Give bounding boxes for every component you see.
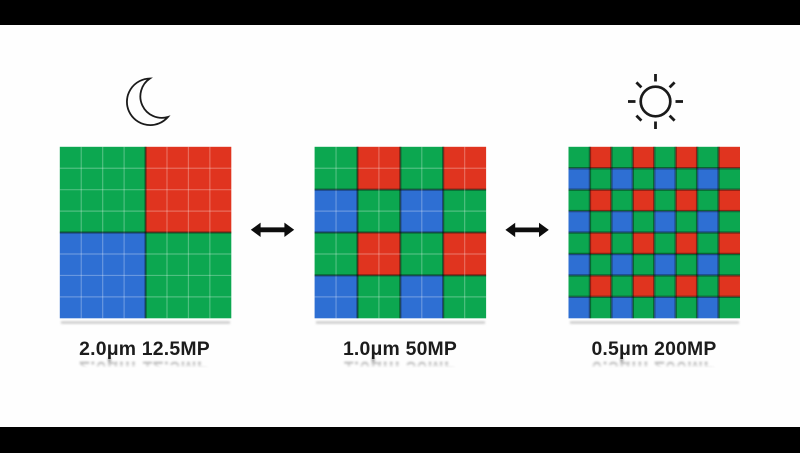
- svg-text:0.5μm 200MP: 0.5μm 200MP: [591, 338, 716, 360]
- svg-text:1.0μm 50MP: 1.0μm 50MP: [343, 357, 457, 379]
- svg-text:0.5μm 200MP: 0.5μm 200MP: [591, 357, 716, 379]
- svg-text:1.0μm 50MP: 1.0μm 50MP: [343, 338, 457, 360]
- svg-text:2.0μm 12.5MP: 2.0μm 12.5MP: [79, 338, 210, 360]
- svg-text:2.0μm 12.5MP: 2.0μm 12.5MP: [79, 357, 210, 379]
